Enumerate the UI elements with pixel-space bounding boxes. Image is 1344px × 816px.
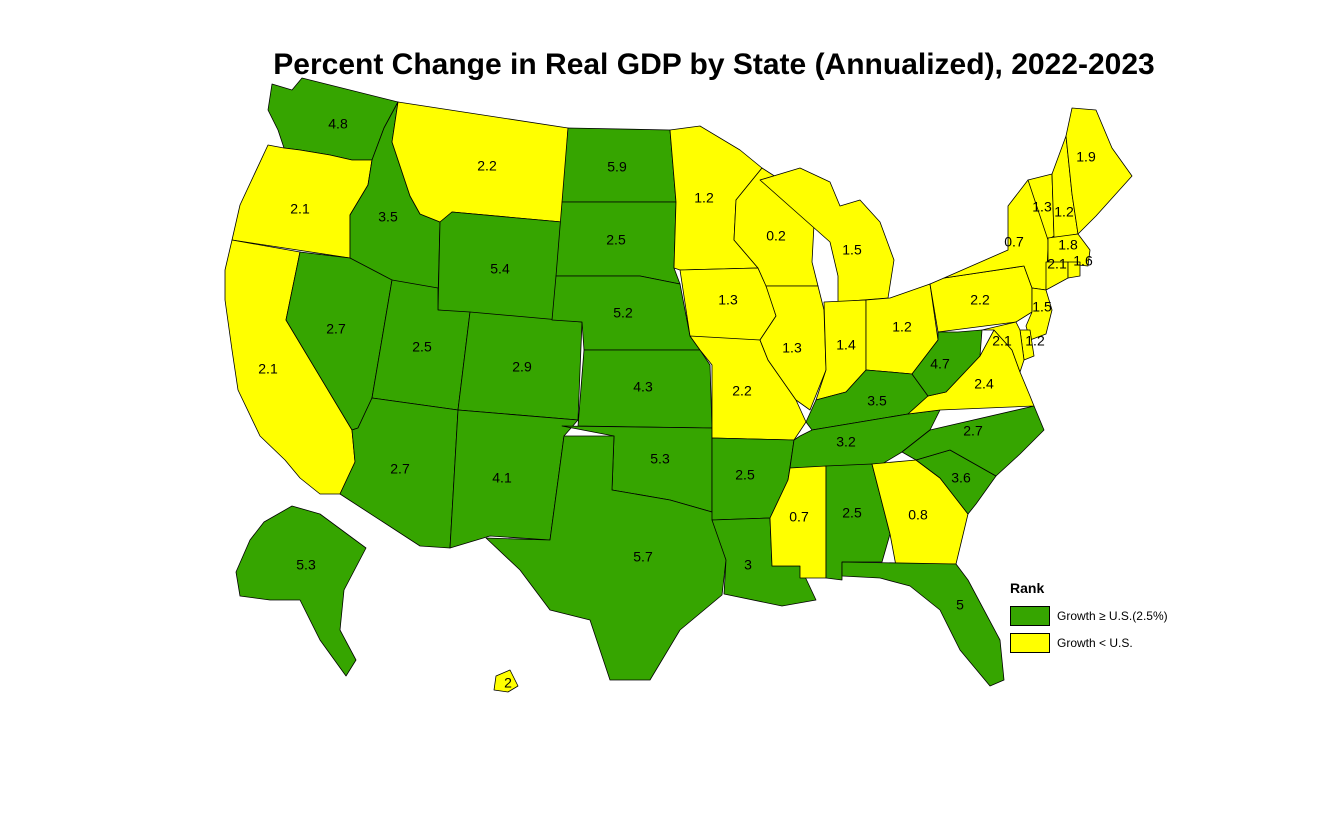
legend-item-above: Growth ≥ U.S.(2.5%) (1010, 602, 1168, 629)
state-value-NC: 2.7 (963, 423, 983, 439)
state-value-WV: 4.7 (930, 356, 950, 372)
state-value-IA: 1.3 (718, 292, 738, 308)
state-value-CA: 2.1 (258, 361, 278, 377)
state-value-SD: 2.5 (606, 232, 626, 248)
state-value-DE: 1.2 (1025, 333, 1045, 349)
legend-label-above: Growth ≥ U.S.(2.5%) (1057, 608, 1168, 623)
state-value-MI: 1.5 (842, 242, 862, 258)
state-value-OH: 1.2 (892, 319, 912, 335)
state-value-OK: 5.3 (650, 451, 670, 467)
state-HI[interactable] (493, 669, 519, 693)
legend-label-below: Growth < U.S. (1057, 635, 1133, 650)
state-value-NV: 2.7 (326, 321, 346, 337)
legend-swatch-above (1010, 605, 1050, 626)
state-NJ[interactable] (1025, 287, 1053, 341)
state-value-NY: 0.7 (1004, 234, 1024, 250)
state-value-MA: 1.8 (1058, 237, 1078, 253)
state-value-NJ: 1.5 (1032, 299, 1052, 315)
state-IL[interactable] (759, 285, 827, 411)
state-AK[interactable] (235, 505, 367, 677)
state-value-TX: 5.7 (633, 549, 653, 565)
state-TX[interactable] (485, 435, 727, 681)
state-value-AZ: 2.7 (390, 461, 410, 477)
legend-swatch-below (1010, 632, 1050, 653)
state-value-CT: 2.1 (1047, 256, 1067, 272)
state-value-ME: 1.9 (1076, 149, 1096, 165)
state-value-NH: 1.2 (1054, 204, 1074, 220)
legend: Rank Growth ≥ U.S.(2.5%) Growth < U.S. (1010, 580, 1168, 656)
state-value-WI: 0.2 (766, 228, 786, 244)
state-value-HI: 2 (504, 675, 512, 691)
state-value-PA: 2.2 (970, 292, 990, 308)
state-value-LA: 3 (744, 557, 752, 573)
state-KS[interactable] (577, 349, 713, 429)
state-value-SC: 3.6 (951, 470, 971, 486)
state-value-MN: 1.2 (694, 190, 714, 206)
state-value-UT: 2.5 (412, 339, 432, 355)
state-value-MD: 2.1 (992, 333, 1012, 349)
state-value-RI: 1.6 (1073, 253, 1093, 269)
legend-title: Rank (1010, 580, 1045, 596)
state-FL[interactable] (841, 561, 1005, 687)
state-value-MO: 2.2 (732, 383, 752, 399)
state-value-CO: 2.9 (512, 359, 532, 375)
state-value-AK: 5.3 (296, 557, 316, 573)
state-value-IN: 1.4 (836, 337, 856, 353)
state-value-FL: 5 (956, 597, 964, 613)
state-value-MT: 2.2 (477, 158, 497, 174)
state-ME[interactable] (1065, 107, 1133, 235)
state-NC[interactable] (901, 405, 1045, 477)
state-MI[interactable] (759, 167, 895, 303)
page-title: Percent Change in Real GDP by State (Ann… (273, 48, 1155, 81)
state-value-IL: 1.3 (782, 340, 802, 356)
state-value-KY: 3.5 (867, 393, 887, 409)
legend-item-below: Growth < U.S. (1010, 629, 1168, 656)
state-value-AR: 2.5 (735, 467, 755, 483)
state-value-VT: 1.3 (1032, 199, 1052, 215)
state-value-WY: 5.4 (490, 261, 510, 277)
state-value-VA: 2.4 (974, 376, 994, 392)
state-value-TN: 3.2 (836, 434, 856, 450)
state-value-ND: 5.9 (607, 159, 627, 175)
state-MD[interactable] (981, 321, 1025, 373)
state-value-WA: 4.8 (328, 116, 348, 132)
state-value-KS: 4.3 (633, 379, 653, 395)
state-RI[interactable] (1067, 261, 1081, 279)
state-value-GA: 0.8 (908, 507, 928, 523)
state-value-NM: 4.1 (492, 470, 512, 486)
state-value-ID: 3.5 (378, 209, 398, 225)
state-value-NE: 5.2 (613, 305, 633, 321)
state-MA[interactable] (1047, 233, 1091, 267)
state-value-AL: 2.5 (842, 505, 862, 521)
state-value-OR: 2.1 (290, 201, 310, 217)
state-value-MS: 0.7 (789, 509, 809, 525)
